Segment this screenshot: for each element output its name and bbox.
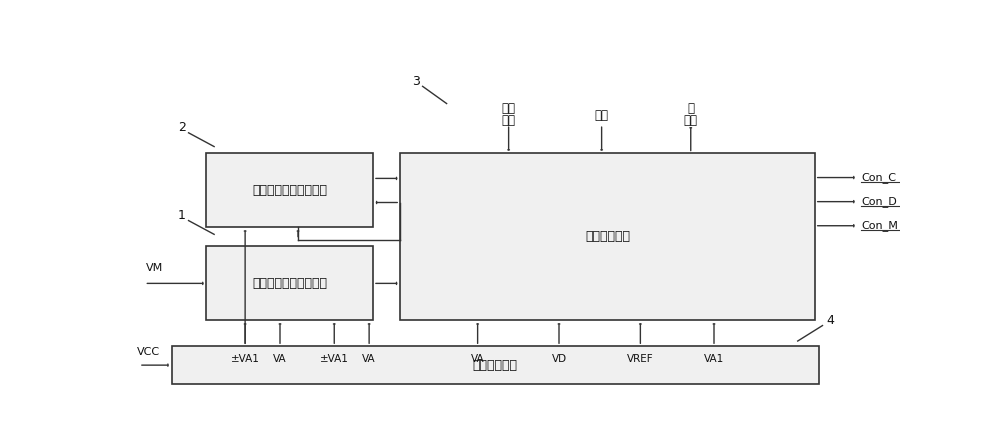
Text: ±VA1: ±VA1 <box>320 354 349 364</box>
Text: Con_M: Con_M <box>861 220 898 231</box>
Text: Con_C: Con_C <box>861 172 896 183</box>
Text: Con_D: Con_D <box>861 196 897 207</box>
Bar <box>206 153 373 228</box>
Text: VM: VM <box>146 263 163 273</box>
Bar <box>172 346 819 384</box>
Text: 2: 2 <box>178 121 186 134</box>
Text: VREF: VREF <box>627 354 654 364</box>
Text: 显示: 显示 <box>684 114 698 127</box>
Text: 电容电压测量调理电路: 电容电压测量调理电路 <box>252 277 327 290</box>
Text: VA1: VA1 <box>704 354 724 364</box>
Text: VA: VA <box>471 354 484 364</box>
Text: VD: VD <box>551 354 567 364</box>
Text: 键盘: 键盘 <box>595 109 609 122</box>
Text: 电压转换电路: 电压转换电路 <box>473 358 518 371</box>
Bar <box>400 153 815 320</box>
Text: VCC: VCC <box>137 346 160 357</box>
Text: VA: VA <box>362 354 376 364</box>
Text: 4: 4 <box>826 314 834 327</box>
Text: ±VA1: ±VA1 <box>231 354 260 364</box>
Text: 数据采集电路: 数据采集电路 <box>585 230 630 244</box>
Text: 脉冲磁场测量调理电路: 脉冲磁场测量调理电路 <box>252 184 327 197</box>
Text: 充磁: 充磁 <box>502 114 516 127</box>
Text: 1: 1 <box>178 209 186 222</box>
Text: 3: 3 <box>412 75 420 88</box>
Text: 屏: 屏 <box>687 102 694 115</box>
Text: VA: VA <box>273 354 287 364</box>
Text: 线圈: 线圈 <box>502 102 516 115</box>
Bar <box>206 246 373 320</box>
